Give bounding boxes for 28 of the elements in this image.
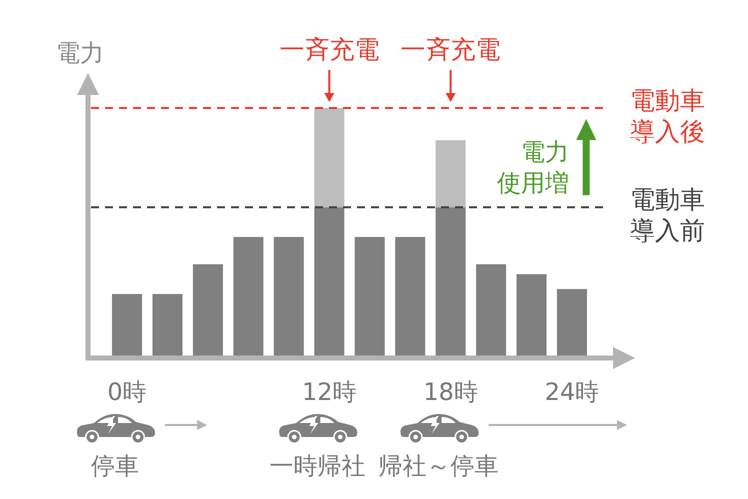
bar	[274, 236, 304, 356]
text: 電力	[56, 39, 104, 67]
bar	[233, 236, 264, 356]
bar	[152, 294, 182, 356]
x-tick-label: 12時	[302, 378, 357, 406]
text: 使用増	[497, 169, 570, 198]
text: 一時帰社	[269, 452, 366, 480]
bar	[112, 294, 142, 356]
bar	[436, 207, 466, 356]
bar	[354, 236, 385, 356]
annotation: 一斉充電	[400, 35, 501, 64]
bar	[192, 264, 223, 356]
bar	[314, 207, 344, 356]
bar	[516, 274, 547, 356]
text: 停車	[91, 452, 140, 480]
x-tick-label: 18時	[423, 378, 478, 406]
x-tick-label: 24時	[544, 378, 600, 406]
ref-line-label: 電動車導入後	[630, 86, 705, 146]
bar	[476, 264, 506, 356]
annotation: 一斉充電	[279, 35, 380, 64]
ref-line-label: 電動車導入前	[630, 185, 705, 246]
bar	[314, 108, 344, 208]
text: 帰社～停車	[378, 452, 499, 480]
bar	[556, 289, 587, 356]
bar	[395, 236, 426, 356]
x-tick-label: 0時	[107, 378, 147, 406]
y-axis-title: 電力	[521, 138, 570, 166]
bar	[436, 140, 466, 208]
